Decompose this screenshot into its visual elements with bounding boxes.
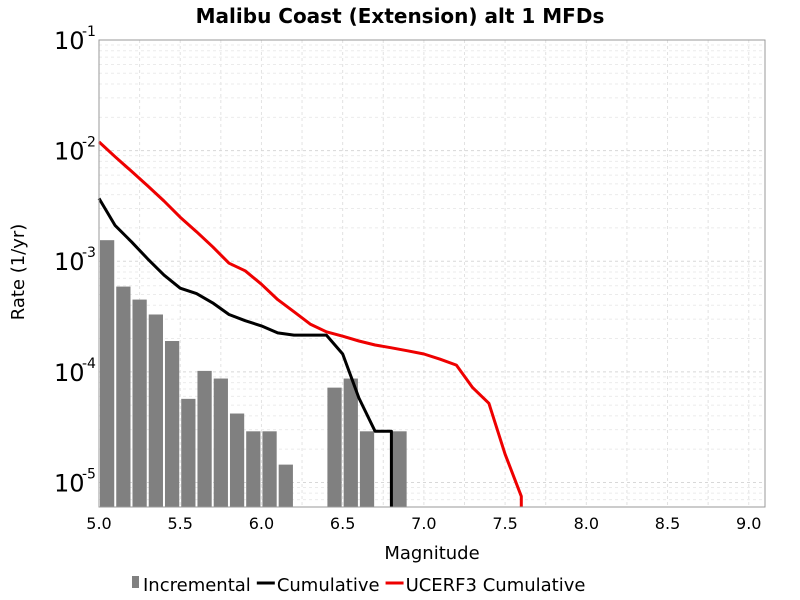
incremental-bar [181,398,196,507]
incremental-bar [164,341,180,507]
cumulative-lines [97,140,523,507]
x-tick-label: 9.0 [736,514,761,533]
y-tick-base: 10 [54,138,85,166]
y-tick-exponent: -5 [82,466,96,482]
chart-title: Malibu Coast (Extension) alt 1 MFDs [196,4,605,28]
y-tick-label: 10-1 [54,24,96,55]
cumulative-line [97,197,393,507]
legend-label: Incremental [143,575,251,596]
y-tick-base: 10 [54,359,85,387]
legend-swatch-incremental [132,576,139,588]
incremental-bar [132,299,147,507]
y-tick-exponent: -2 [82,135,96,151]
x-tick-label: 5.5 [167,514,192,533]
incremental-bar [262,431,277,507]
x-axis-label: Magnitude [384,543,479,564]
y-tick-exponent: -3 [82,245,96,261]
legend: Incremental Cumulative UCERF3 Cumulative [132,575,585,596]
incremental-bar [197,370,212,507]
y-tick-label: 10-4 [54,356,96,387]
y-tick-base: 10 [54,27,85,55]
x-tick-label: 7.5 [492,514,517,533]
x-tick-label: 7.0 [411,514,436,533]
incremental-bar [148,314,163,507]
x-tick-label: 5.0 [86,514,111,533]
y-tick-label: 10-5 [54,466,96,497]
x-tick-label: 6.0 [249,514,274,533]
incremental-bar [229,413,245,507]
plot-frame [98,39,766,508]
x-tick-label: 8.0 [574,514,599,533]
y-tick-exponent: -1 [82,24,96,40]
y-tick-label: 10-3 [54,245,96,276]
y-tick-exponent: -4 [82,356,96,372]
incremental-bar [343,378,358,507]
legend-label: UCERF3 Cumulative [406,575,586,596]
ucerf3-cumulative-line [97,140,523,507]
incremental-bar [116,286,131,507]
legend-label: Cumulative [277,575,380,596]
x-tick-label: 8.5 [655,514,680,533]
incremental-bar [213,378,228,507]
incremental-bar [278,464,293,507]
y-axis-label: Rate (1/yr) [8,224,29,321]
incremental-bar [359,431,375,507]
incremental-bar [392,431,407,507]
y-tick-labels: 10-110-210-310-410-5 [54,24,96,497]
x-tick-label: 6.5 [330,514,355,533]
plot-border [98,39,766,508]
y-tick-base: 10 [54,469,85,497]
incremental-bar [100,240,115,507]
x-tick-labels: 5.0 5.5 6.0 6.5 7.0 7.5 8.0 8.5 9.0 [86,514,761,533]
y-tick-base: 10 [54,248,85,276]
incremental-bar [246,431,261,507]
incremental-bars [100,240,407,507]
incremental-bar [327,387,342,507]
y-tick-label: 10-2 [54,135,96,166]
